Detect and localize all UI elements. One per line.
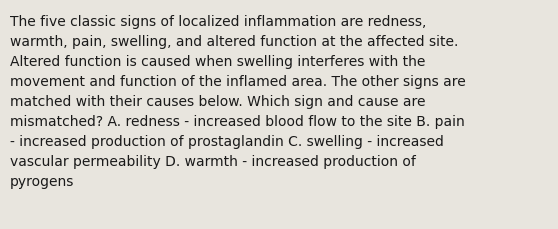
Text: The five classic signs of localized inflammation are redness,
warmth, pain, swel: The five classic signs of localized infl… <box>10 15 466 188</box>
